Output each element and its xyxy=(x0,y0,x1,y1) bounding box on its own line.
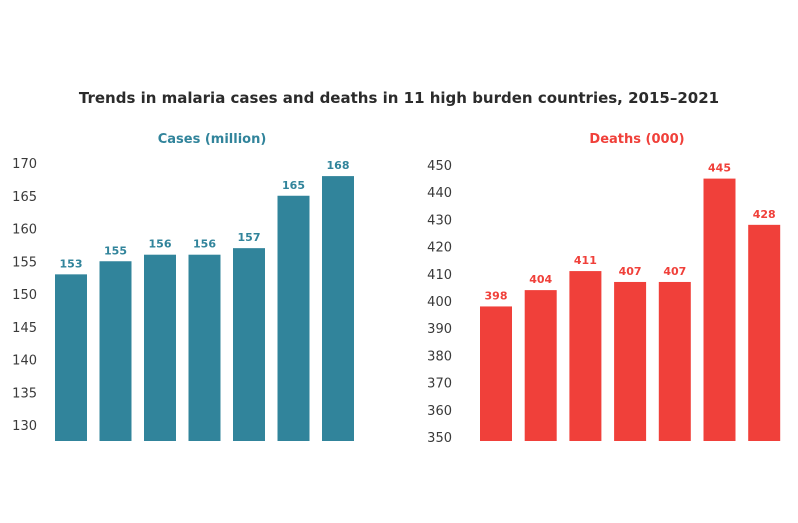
cases-ytick-label: 155 xyxy=(12,255,37,270)
deaths-data-label: 398 xyxy=(485,289,508,302)
cases-data-label: 168 xyxy=(327,159,350,172)
deaths-data-label: 411 xyxy=(574,254,597,267)
cases-bar xyxy=(99,261,132,441)
deaths-data-label: 428 xyxy=(753,208,776,221)
deaths-bar xyxy=(524,290,557,441)
cases-data-label: 155 xyxy=(104,244,127,257)
deaths-ytick-label: 430 xyxy=(427,213,452,228)
deaths-bar xyxy=(748,224,781,441)
cases-data-label: 157 xyxy=(238,231,261,244)
cases-ytick-label: 150 xyxy=(12,288,37,303)
deaths-ytick-label: 390 xyxy=(427,322,452,337)
cases-bar xyxy=(322,176,354,441)
cases-ytick-label: 135 xyxy=(12,386,37,401)
deaths-bar xyxy=(480,306,512,441)
deaths-panel-title: Deaths (000) xyxy=(589,132,684,147)
deaths-data-label: 404 xyxy=(529,273,552,286)
cases-bar xyxy=(55,274,87,441)
cases-panel-title: Cases (million) xyxy=(158,132,267,147)
deaths-bar xyxy=(569,271,602,441)
deaths-ytick-label: 370 xyxy=(427,377,452,392)
deaths-data-label: 445 xyxy=(708,162,731,175)
cases-data-label: 165 xyxy=(282,179,305,192)
deaths-ytick-label: 400 xyxy=(427,295,452,310)
deaths-bar xyxy=(658,281,691,441)
cases-data-label: 156 xyxy=(149,238,172,251)
deaths-ytick-label: 360 xyxy=(427,404,452,419)
deaths-data-label: 407 xyxy=(619,265,642,278)
cases-ytick-label: 160 xyxy=(12,223,37,238)
cases-bar xyxy=(144,254,176,441)
cases-bar xyxy=(188,254,221,441)
deaths-bar xyxy=(703,178,736,441)
cases-data-label: 153 xyxy=(60,257,83,270)
cases-bar xyxy=(277,195,310,441)
deaths-ytick-label: 450 xyxy=(427,159,452,174)
deaths-ytick-label: 350 xyxy=(427,431,452,446)
deaths-ytick-label: 410 xyxy=(427,268,452,283)
cases-ytick-label: 130 xyxy=(12,419,37,434)
cases-ytick-label: 145 xyxy=(12,321,37,336)
deaths-ytick-label: 440 xyxy=(427,186,452,201)
cases-bar xyxy=(233,248,265,441)
chart-main-title: Trends in malaria cases and deaths in 11… xyxy=(78,89,720,107)
cases-ytick-label: 170 xyxy=(12,157,37,172)
deaths-ytick-label: 420 xyxy=(427,241,452,256)
cases-ytick-label: 165 xyxy=(12,190,37,205)
deaths-ytick-label: 380 xyxy=(427,349,452,364)
deaths-data-label: 407 xyxy=(663,265,686,278)
deaths-bar xyxy=(614,281,647,441)
cases-data-label: 156 xyxy=(193,238,216,251)
cases-ytick-label: 140 xyxy=(12,354,37,369)
